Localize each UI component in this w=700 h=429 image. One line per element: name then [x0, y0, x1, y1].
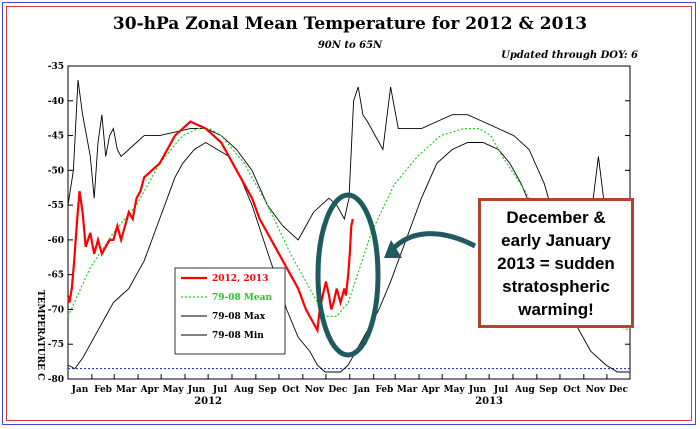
x-tick-label: Apr [421, 385, 440, 395]
legend-items: 2012, 2013 79-08 Mean 79-08 Max 79-08 Min [181, 274, 272, 341]
y-tick-label: -35 [48, 62, 64, 72]
y-axis-label: TEMPERATURE C [35, 290, 45, 380]
highlight-ellipse [315, 192, 381, 358]
callout-arrow [390, 231, 477, 252]
x-tick-label: May [444, 385, 466, 395]
x-tick-label: Aug [233, 385, 255, 395]
x-tick-label: May [163, 385, 185, 395]
outer-frame [2, 2, 696, 425]
x-tick-label: Feb [375, 385, 393, 395]
series-group [66, 79, 630, 373]
y-tick-label: -50 [48, 166, 64, 176]
legend-label: 2012, 2013 [212, 274, 268, 284]
chart-title: 30-hPa Zonal Mean Temperature for 2012 &… [112, 14, 588, 34]
series-line-1 [67, 128, 630, 331]
x-tick-label: Dec [609, 385, 629, 395]
callout-box: December & early January 2013 = sudden s… [478, 198, 634, 328]
y-tick-label: -65 [48, 271, 64, 281]
year-label: 2012 [194, 396, 222, 407]
y-tick-label: -70 [48, 305, 64, 315]
x-tick-label: Mar [116, 385, 137, 395]
x-tick-label: Dec [328, 385, 348, 395]
inner-frame [6, 6, 692, 421]
y-tick-label: -45 [48, 132, 64, 142]
x-tick-label: Oct [282, 385, 300, 395]
y-tick-label: -75 [48, 340, 64, 350]
legend-label: 79-08 Mean [212, 293, 272, 303]
x-tick-label: Feb [94, 385, 112, 395]
x-tick-label: Apr [140, 385, 159, 395]
series-line-2 [67, 79, 630, 310]
x-tick-label: Jun [187, 385, 206, 395]
y-tick-label: -40 [48, 97, 64, 107]
x-tick-label: Nov [586, 385, 606, 395]
y-tick-label: -55 [48, 201, 64, 211]
callout-arrowhead [384, 240, 402, 258]
x-tick-label: Jul [212, 385, 228, 395]
legend-label: 79-08 Max [212, 312, 266, 322]
x-tick-label: Jan [352, 385, 370, 395]
y-tick-label: -60 [48, 236, 64, 246]
legend: 2012, 2013 79-08 Mean 79-08 Max 79-08 Min [174, 267, 286, 355]
x-tick-label: Jul [493, 385, 509, 395]
updated-label: Updated through DOY: 6 [501, 50, 638, 61]
x-tick-label: Oct [563, 385, 581, 395]
y-tick-label: -80 [48, 375, 64, 385]
callout-text: December & early January 2013 = sudden s… [497, 207, 615, 319]
legend-label: 79-08 Min [212, 331, 264, 341]
x-tick-label: Aug [514, 385, 536, 395]
x-tick-label: Mar [397, 385, 418, 395]
legend-box [174, 267, 286, 355]
x-tick-label: Nov [305, 385, 325, 395]
x-tick-label: Jun [468, 385, 487, 395]
series-line-0 [66, 120, 354, 334]
x-tick-label: Jan [71, 385, 89, 395]
x-tick-label: Sep [258, 385, 277, 395]
series-line-3 [67, 141, 630, 373]
chart-subtitle: 90N to 65N [317, 40, 383, 51]
year-label: 2013 [475, 396, 503, 407]
x-tick-label: Sep [539, 385, 558, 395]
